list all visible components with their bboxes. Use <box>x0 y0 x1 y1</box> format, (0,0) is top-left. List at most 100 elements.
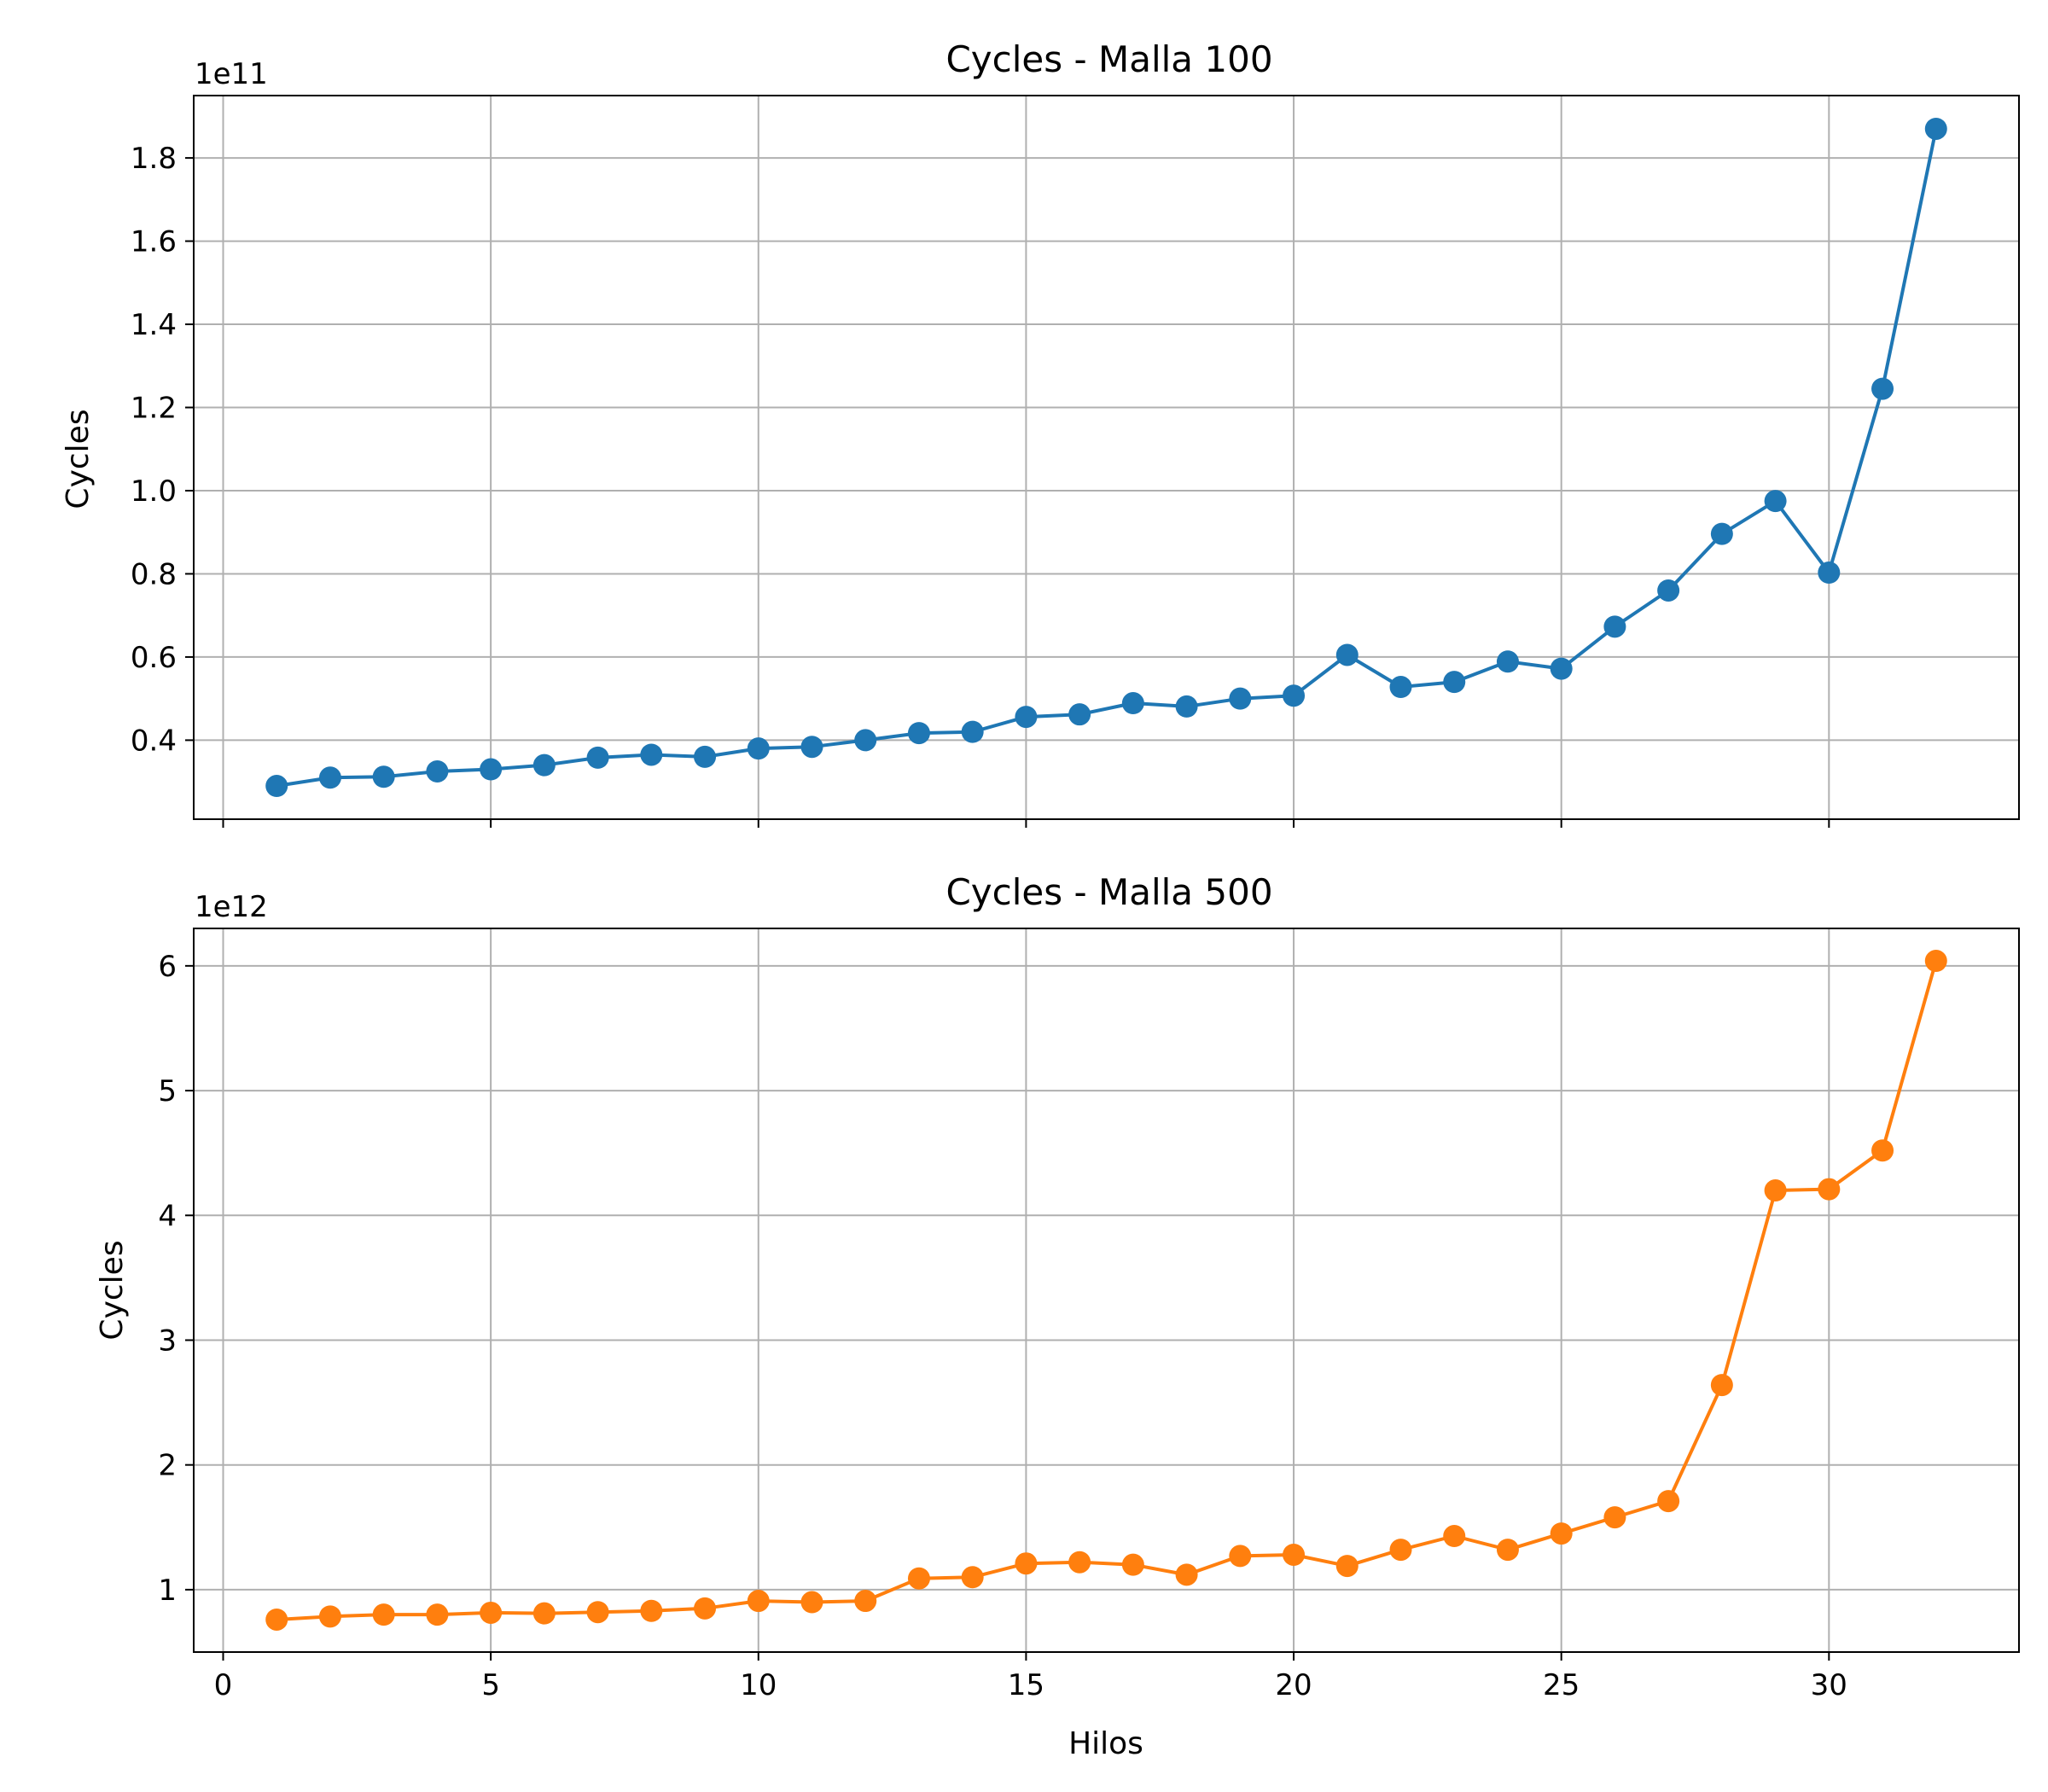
data-point <box>1818 561 1841 584</box>
data-point <box>1871 377 1894 400</box>
series-line <box>265 950 1947 1631</box>
data-point <box>1335 1555 1359 1578</box>
plot-frame <box>193 95 2020 820</box>
plot-frame <box>193 928 2020 1653</box>
data-point <box>426 1603 449 1626</box>
data-point <box>1924 117 1947 140</box>
data-point <box>426 759 449 783</box>
data-point <box>372 1603 395 1626</box>
subplot-malla-500: Cycles - Malla 500 1e12 Cycles Hilos 0 5 1… <box>95 871 2020 1761</box>
data-point <box>372 765 395 788</box>
data-point <box>318 766 341 789</box>
data-point <box>1710 522 1733 545</box>
data-point <box>1603 1506 1626 1529</box>
data-point <box>1229 1545 1252 1568</box>
y-tick-label: 1 <box>158 1574 177 1608</box>
data-point <box>1603 615 1626 638</box>
x-axis-label: Hilos <box>1068 1726 1143 1761</box>
x-tick-label: 20 <box>1275 1668 1312 1702</box>
y-tick-label: 1.6 <box>131 225 177 259</box>
data-point <box>1068 1551 1091 1574</box>
data-point <box>1818 1178 1841 1201</box>
data-point <box>640 743 663 766</box>
data-point <box>1175 695 1198 718</box>
y-offset-label: 1e12 <box>195 890 268 924</box>
y-tick-label: 0.4 <box>131 724 177 758</box>
data-point <box>480 1601 503 1624</box>
data-point <box>1283 684 1306 707</box>
gridlines <box>194 928 2019 1652</box>
x-tick-label: 30 <box>1811 1668 1847 1702</box>
data-point <box>1924 950 1947 973</box>
data-point <box>800 736 823 759</box>
y-tick-label: 1.8 <box>131 142 177 176</box>
data-point <box>1175 1563 1198 1586</box>
data-point <box>1015 1552 1038 1575</box>
x-tick-label: 5 <box>481 1668 500 1702</box>
y-tick-label: 0.8 <box>131 557 177 591</box>
chart-title: Cycles - Malla 500 <box>945 871 1272 913</box>
data-point <box>1229 687 1252 710</box>
data-point <box>800 1591 823 1614</box>
data-point <box>1657 579 1680 602</box>
y-tick-label: 4 <box>158 1199 177 1233</box>
y-tick-label: 6 <box>158 950 177 984</box>
x-tick-label: 15 <box>1008 1668 1044 1702</box>
data-point <box>854 1590 877 1613</box>
data-point <box>747 737 770 760</box>
data-point <box>1015 706 1038 729</box>
data-point <box>1550 657 1573 680</box>
data-point <box>1496 1539 1519 1562</box>
data-point <box>265 1608 288 1631</box>
data-point <box>532 753 556 777</box>
gridlines <box>194 96 2019 819</box>
y-tick-label: 1.2 <box>131 392 177 426</box>
x-tick-label: 0 <box>214 1668 233 1702</box>
data-point <box>586 1601 609 1624</box>
data-point <box>1121 692 1144 715</box>
data-point <box>1764 1179 1787 1202</box>
data-point <box>907 1567 930 1590</box>
data-point <box>1389 676 1412 699</box>
data-point <box>1871 1139 1894 1162</box>
y-tick-label: 0.6 <box>131 641 177 675</box>
data-point <box>747 1590 770 1613</box>
data-point <box>1550 1522 1573 1545</box>
y-tick-label: 5 <box>158 1074 177 1108</box>
ticks: 0.4 0.6 0.8 1.0 1.2 1.4 1.6 1.8 <box>131 142 1830 828</box>
data-point <box>1496 650 1519 673</box>
data-point <box>961 720 984 743</box>
data-point <box>1121 1553 1144 1576</box>
y-offset-label: 1e11 <box>195 57 268 91</box>
data-point <box>1657 1490 1680 1513</box>
data-point <box>854 729 877 752</box>
data-point <box>532 1602 556 1625</box>
chart-title: Cycles - Malla 100 <box>945 38 1272 80</box>
data-point <box>961 1566 984 1589</box>
data-point <box>1335 643 1359 666</box>
y-axis-label: Cycles <box>61 409 96 509</box>
x-tick-label: 25 <box>1543 1668 1580 1702</box>
data-point <box>1443 1525 1466 1548</box>
data-point <box>265 775 288 798</box>
y-tick-label: 2 <box>158 1449 177 1483</box>
data-point <box>1443 671 1466 694</box>
data-point <box>1068 703 1091 726</box>
data-point <box>1389 1539 1412 1562</box>
data-point <box>694 745 717 768</box>
data-point <box>1764 490 1787 513</box>
data-point <box>1710 1374 1733 1397</box>
x-tick-label: 10 <box>740 1668 777 1702</box>
data-point <box>640 1599 663 1622</box>
ticks: 0 5 10 15 20 25 30 1 2 3 4 5 6 <box>158 950 1847 1702</box>
y-tick-label: 3 <box>158 1324 177 1358</box>
subplot-malla-100: Cycles - Malla 100 1e11 Cycles 0.4 0.6 0.8… <box>61 38 2020 828</box>
data-point <box>318 1605 341 1628</box>
data-point <box>480 758 503 781</box>
y-tick-label: 1.0 <box>131 474 177 509</box>
data-point <box>907 722 930 745</box>
data-point <box>694 1597 717 1620</box>
y-axis-label: Cycles <box>95 1240 130 1340</box>
series-line <box>265 117 1947 798</box>
